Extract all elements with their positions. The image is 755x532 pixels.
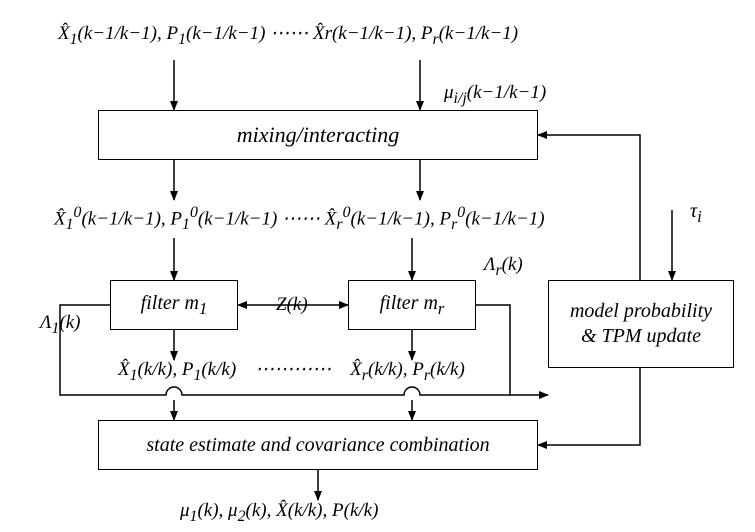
combine-box: state estimate and covariance combinatio… (98, 420, 538, 470)
final-output-label: μ1(k), μ2(k), X̂(k/k), P(k/k) (180, 500, 378, 526)
mu-ij-label: μi/j(k−1/k−1) (444, 82, 546, 108)
lambda1-label: Λ1(k) (40, 312, 81, 338)
diagram-canvas: X̂1(k−1/k−1), P1(k−1/k−1) ⋯⋯ X̂r(k−1/k−1… (0, 0, 755, 532)
filter-r-label: filter mr (380, 292, 445, 319)
combine-label: state estimate and covariance combinatio… (146, 434, 489, 457)
model-probability-box: model probability & TPM update (548, 280, 734, 368)
mixed-states-label: X̂10(k−1/k−1), P10(k−1/k−1) ⋯⋯ X̂r0(k−1/… (54, 204, 545, 234)
filter-r-box: filter mr (348, 280, 476, 330)
filter-1-box: filter m1 (110, 280, 238, 330)
model-probability-label: model probability & TPM update (570, 299, 712, 349)
top-inputs-label: X̂1(k−1/k−1), P1(k−1/k−1) ⋯⋯ X̂r(k−1/k−1… (58, 22, 518, 49)
tau-label: τi (690, 200, 702, 227)
zk-label: Z(k) (276, 294, 308, 316)
filter-outputs-label: X̂1(k/k), P1(k/k) ⋯⋯⋯⋯ X̂r(k/k), Pr(k/k) (118, 358, 465, 385)
lambdar-label: Λr(k) (484, 254, 523, 280)
mixing-label: mixing/interacting (237, 122, 400, 148)
filter-1-label: filter m1 (141, 292, 208, 319)
mixing-box: mixing/interacting (98, 110, 538, 160)
